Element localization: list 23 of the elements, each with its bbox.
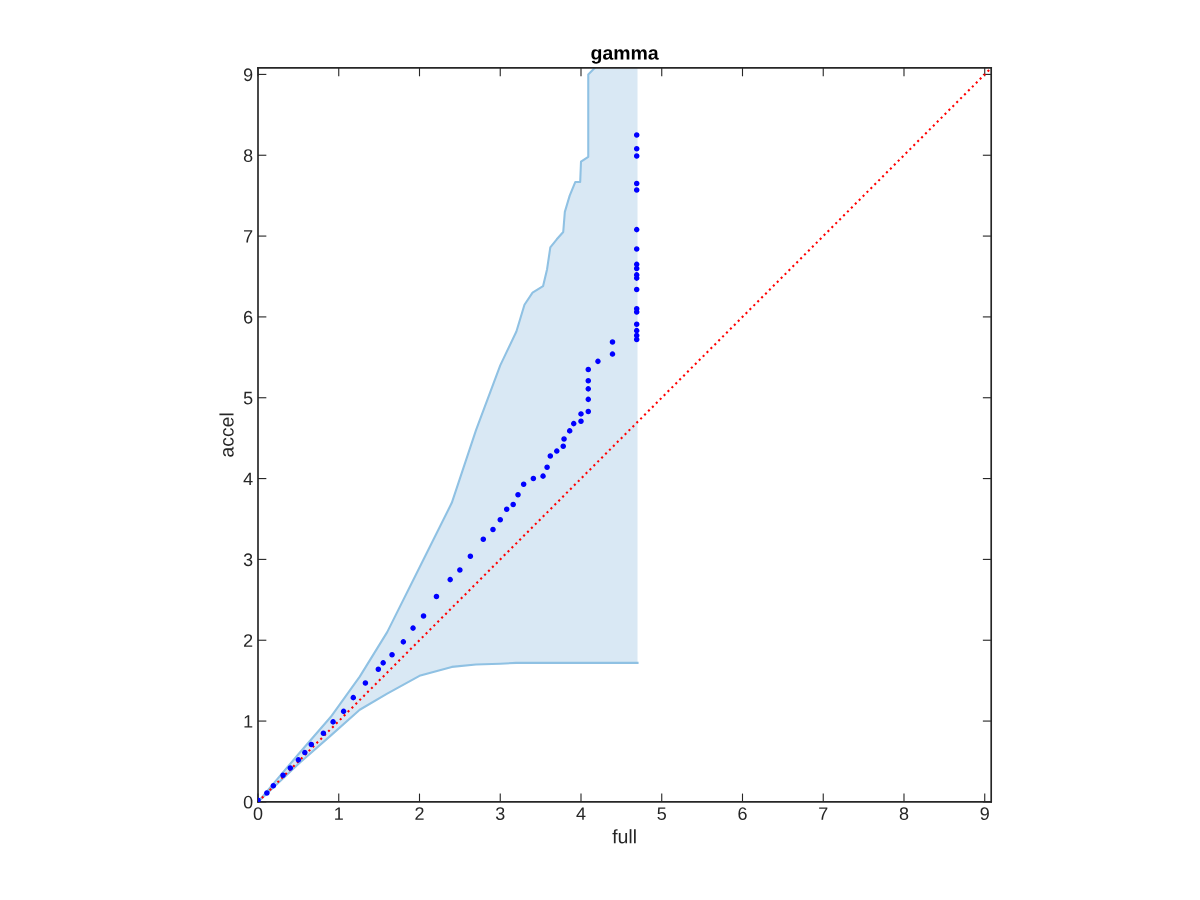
x-tick-label: 1 (335, 807, 343, 820)
x-tick-label: 3 (495, 807, 505, 821)
x-tick-label: 5 (657, 807, 667, 821)
x-tick-label: 9 (980, 807, 989, 821)
x-tick-label: 0 (253, 807, 263, 821)
y-axis-title: accel (219, 413, 234, 457)
chart-title: gamma (591, 49, 659, 64)
y-tick-label: 2 (244, 634, 253, 647)
y-tick-label: 6 (244, 310, 253, 324)
y-tick-label: 5 (243, 391, 253, 405)
y-tick-label: 4 (243, 472, 253, 486)
x-tick-label: 7 (819, 807, 828, 820)
y-tick-label: 1 (244, 715, 253, 728)
y-tick-label: 8 (243, 149, 253, 162)
x-tick-label: 8 (899, 807, 909, 821)
x-tick-label: 6 (738, 807, 747, 821)
y-tick-label: 7 (244, 230, 253, 243)
y-tick-label: 9 (243, 68, 253, 82)
y-tick-label: 0 (243, 795, 253, 809)
x-tick-label: 4 (576, 807, 586, 820)
y-tick-label: 3 (243, 553, 253, 567)
x-tick-label: 2 (415, 807, 424, 820)
x-axis-title: full (612, 829, 636, 844)
